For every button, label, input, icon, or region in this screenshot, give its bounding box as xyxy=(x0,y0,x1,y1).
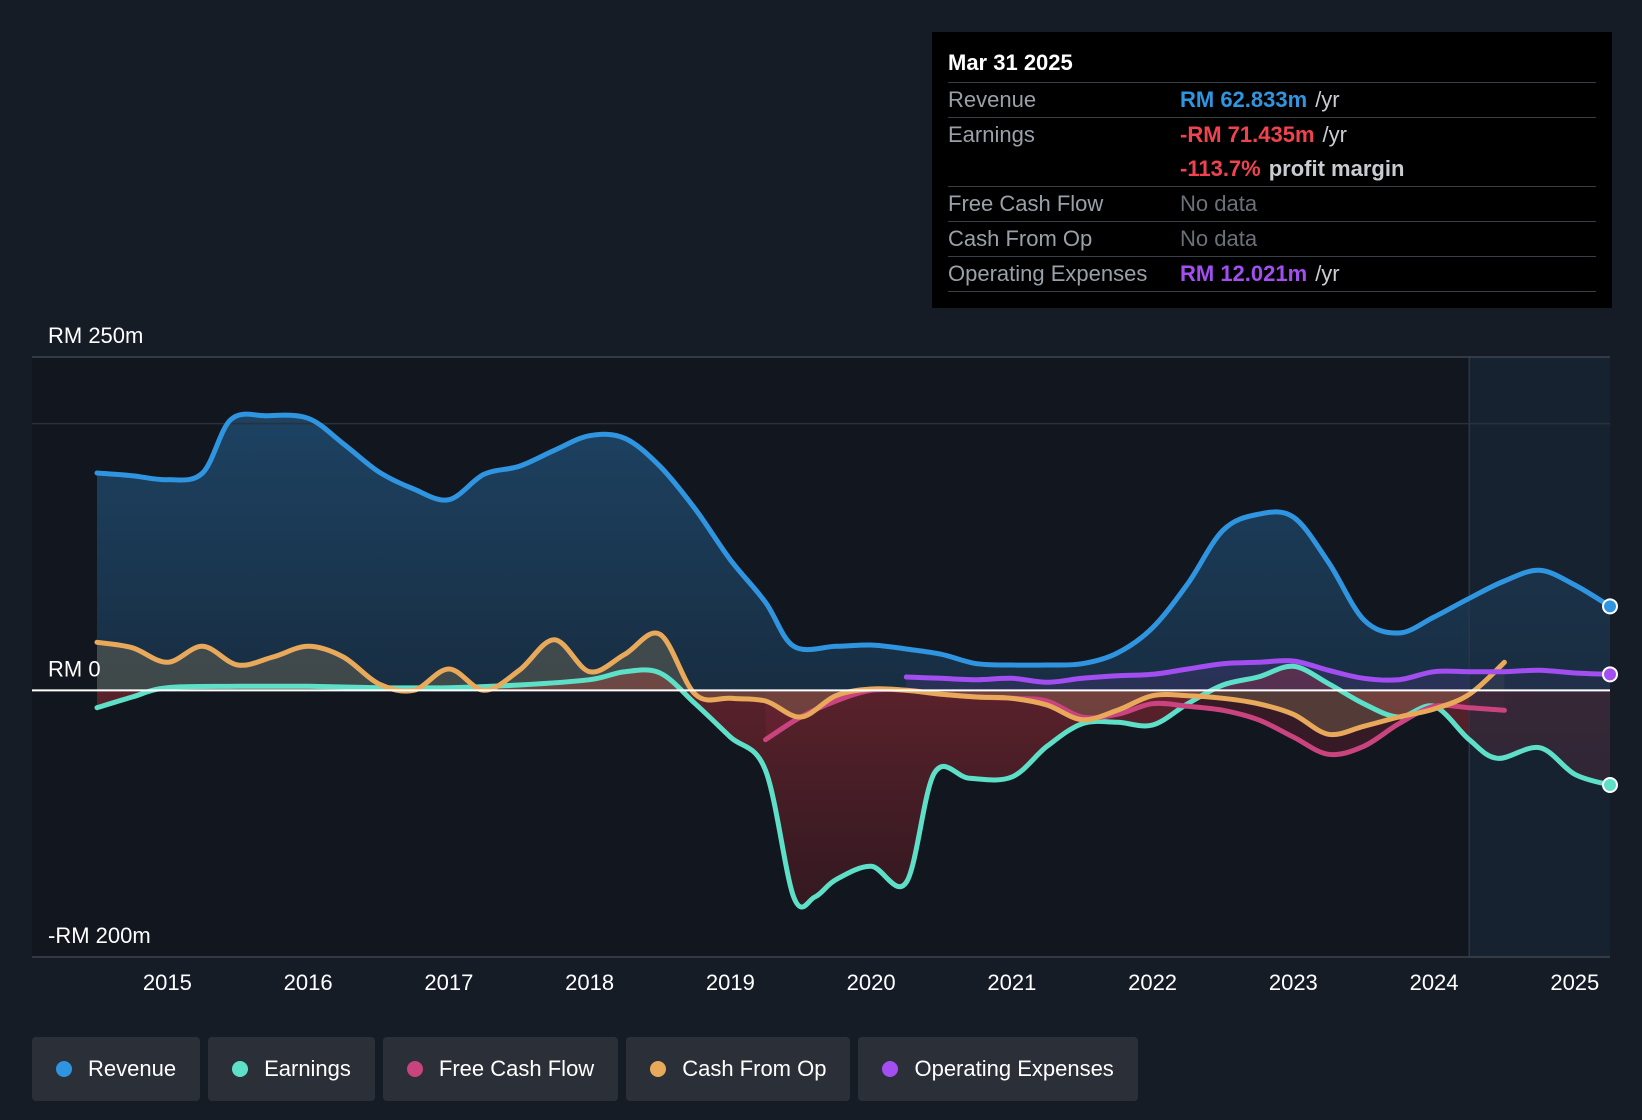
tooltip-row-fcf: Free Cash Flow No data xyxy=(948,186,1596,221)
legend-label: Cash From Op xyxy=(682,1056,827,1081)
y-tick-label: RM 250m xyxy=(48,323,143,348)
legend-dot-icon xyxy=(650,1061,667,1077)
legend-item-cash-from-op[interactable]: Cash From Op xyxy=(626,1037,851,1101)
tooltip-label: Earnings xyxy=(948,122,1035,147)
tooltip-unit: /yr xyxy=(1315,87,1340,112)
x-tick-label: 2016 xyxy=(284,970,333,995)
x-tick-label: 2025 xyxy=(1550,970,1599,995)
tooltip-date: Mar 31 2025 xyxy=(948,50,1073,75)
forecast-highlight-region xyxy=(1469,357,1610,957)
legend-label: Revenue xyxy=(88,1056,177,1081)
x-tick-label: 2017 xyxy=(424,970,473,995)
tooltip-value: RM 62.833m xyxy=(1180,87,1308,112)
y-tick-label: -RM 200m xyxy=(48,923,151,948)
legend: Revenue Earnings Free Cash Flow Cash Fro… xyxy=(32,1037,1138,1101)
tooltip-value: No data xyxy=(1180,191,1258,216)
legend-dot-icon xyxy=(406,1061,423,1077)
tooltip-margin-text: profit margin xyxy=(1268,156,1405,181)
revenue-end-marker[interactable] xyxy=(1602,598,1618,615)
tooltip-row-margin: -113.7% profit margin xyxy=(948,152,1596,186)
legend-item-operating-expenses[interactable]: Operating Expenses xyxy=(858,1037,1138,1101)
tooltip-label: Cash From Op xyxy=(948,226,1093,251)
tooltip-unit: /yr xyxy=(1322,122,1347,147)
tooltip-value: -RM 71.435m xyxy=(1180,122,1315,147)
legend-label: Operating Expenses xyxy=(914,1056,1114,1081)
tooltip-row-revenue: Revenue RM 62.833m /yr xyxy=(948,82,1596,117)
legend-dot-icon xyxy=(56,1061,72,1077)
tooltip-label: Free Cash Flow xyxy=(948,191,1104,216)
tooltip-label: Operating Expenses xyxy=(948,261,1148,286)
legend-item-earnings[interactable]: Earnings xyxy=(208,1037,375,1101)
tooltip-row-cfo: Cash From Op No data xyxy=(948,221,1596,256)
legend-dot-icon xyxy=(232,1061,249,1077)
x-tick-label: 2020 xyxy=(847,970,896,995)
earnings-area xyxy=(97,666,1610,908)
tooltip-row-opex: Operating Expenses RM 12.021m /yr xyxy=(948,256,1596,292)
x-tick-label: 2019 xyxy=(706,970,755,995)
x-tick-label: 2022 xyxy=(1128,970,1177,995)
legend-label: Free Cash Flow xyxy=(438,1056,595,1081)
operating-expenses-end-marker[interactable] xyxy=(1602,666,1618,683)
cash-from-op-line xyxy=(94,630,1507,738)
tooltip-value: No data xyxy=(1180,226,1258,251)
legend-item-free-cash-flow[interactable]: Free Cash Flow xyxy=(382,1037,619,1101)
tooltip-value: RM 12.021m xyxy=(1180,261,1308,286)
operating-expenses-line xyxy=(903,658,1613,685)
x-tick-label: 2021 xyxy=(987,970,1036,995)
earnings-end-marker[interactable] xyxy=(1602,777,1618,793)
x-tick-label: 2024 xyxy=(1410,970,1459,995)
legend-label: Earnings xyxy=(264,1056,351,1081)
x-tick-label: 2018 xyxy=(565,970,614,995)
x-tick-label: 2023 xyxy=(1269,970,1318,995)
revenue-line xyxy=(94,411,1613,668)
free-cash-flow-area xyxy=(765,689,1505,755)
y-tick-label: RM 0 xyxy=(48,656,101,681)
tooltip-label: Revenue xyxy=(948,87,1037,112)
tooltip-row-earnings: Earnings -RM 71.435m /yr xyxy=(948,117,1596,152)
legend-dot-icon xyxy=(882,1061,899,1077)
earnings-line xyxy=(94,663,1613,910)
tooltip-panel: Mar 31 2025 Revenue RM 62.833m /yr Earni… xyxy=(932,32,1612,308)
x-tick-label: 2015 xyxy=(143,970,192,995)
legend-item-revenue[interactable]: Revenue xyxy=(32,1037,201,1101)
tooltip-unit: /yr xyxy=(1315,261,1340,286)
tooltip-margin-value: -113.7% xyxy=(1180,156,1261,181)
